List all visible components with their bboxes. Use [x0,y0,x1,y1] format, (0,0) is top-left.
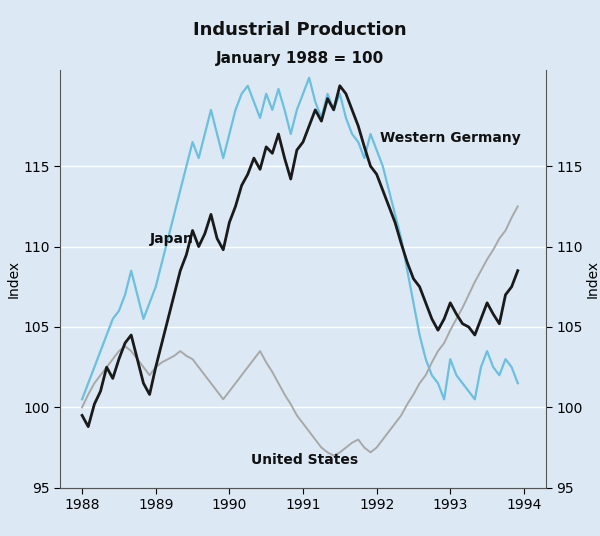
Text: Japan: Japan [150,232,194,247]
Y-axis label: Index: Index [7,259,20,298]
Y-axis label: Index: Index [586,259,599,298]
Text: Industrial Production: Industrial Production [193,21,407,40]
Text: United States: United States [251,452,359,467]
Text: Western Germany: Western Germany [380,131,521,145]
Text: January 1988 = 100: January 1988 = 100 [216,51,384,66]
